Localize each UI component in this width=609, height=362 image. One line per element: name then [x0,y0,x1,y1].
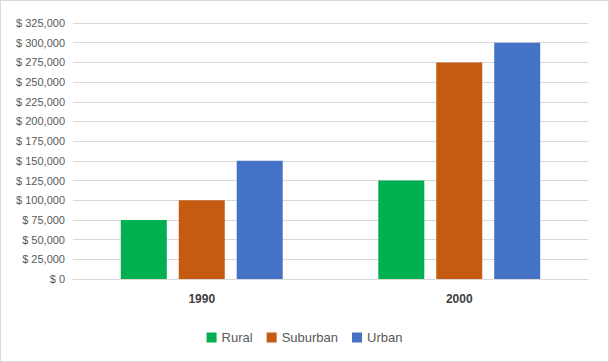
svg-text:$ 0: $ 0 [50,273,65,285]
svg-text:$ 150,000: $ 150,000 [16,155,65,167]
svg-text:Urban: Urban [367,330,402,345]
svg-text:$ 125,000: $ 125,000 [16,175,65,187]
svg-text:$ 275,000: $ 275,000 [16,56,65,68]
svg-text:$ 75,000: $ 75,000 [22,214,65,226]
svg-text:$ 175,000: $ 175,000 [16,135,65,147]
svg-text:$ 325,000: $ 325,000 [16,17,65,29]
svg-text:2000: 2000 [446,292,473,306]
svg-text:$ 225,000: $ 225,000 [16,96,65,108]
svg-text:$ 200,000: $ 200,000 [16,115,65,127]
svg-text:Suburban: Suburban [282,330,338,345]
svg-text:$ 25,000: $ 25,000 [22,253,65,265]
svg-text:$ 50,000: $ 50,000 [22,234,65,246]
svg-text:$ 100,000: $ 100,000 [16,194,65,206]
svg-text:$ 300,000: $ 300,000 [16,37,65,49]
svg-text:$ 250,000: $ 250,000 [16,76,65,88]
svg-text:1990: 1990 [188,292,215,306]
svg-text:Rural: Rural [222,330,253,345]
